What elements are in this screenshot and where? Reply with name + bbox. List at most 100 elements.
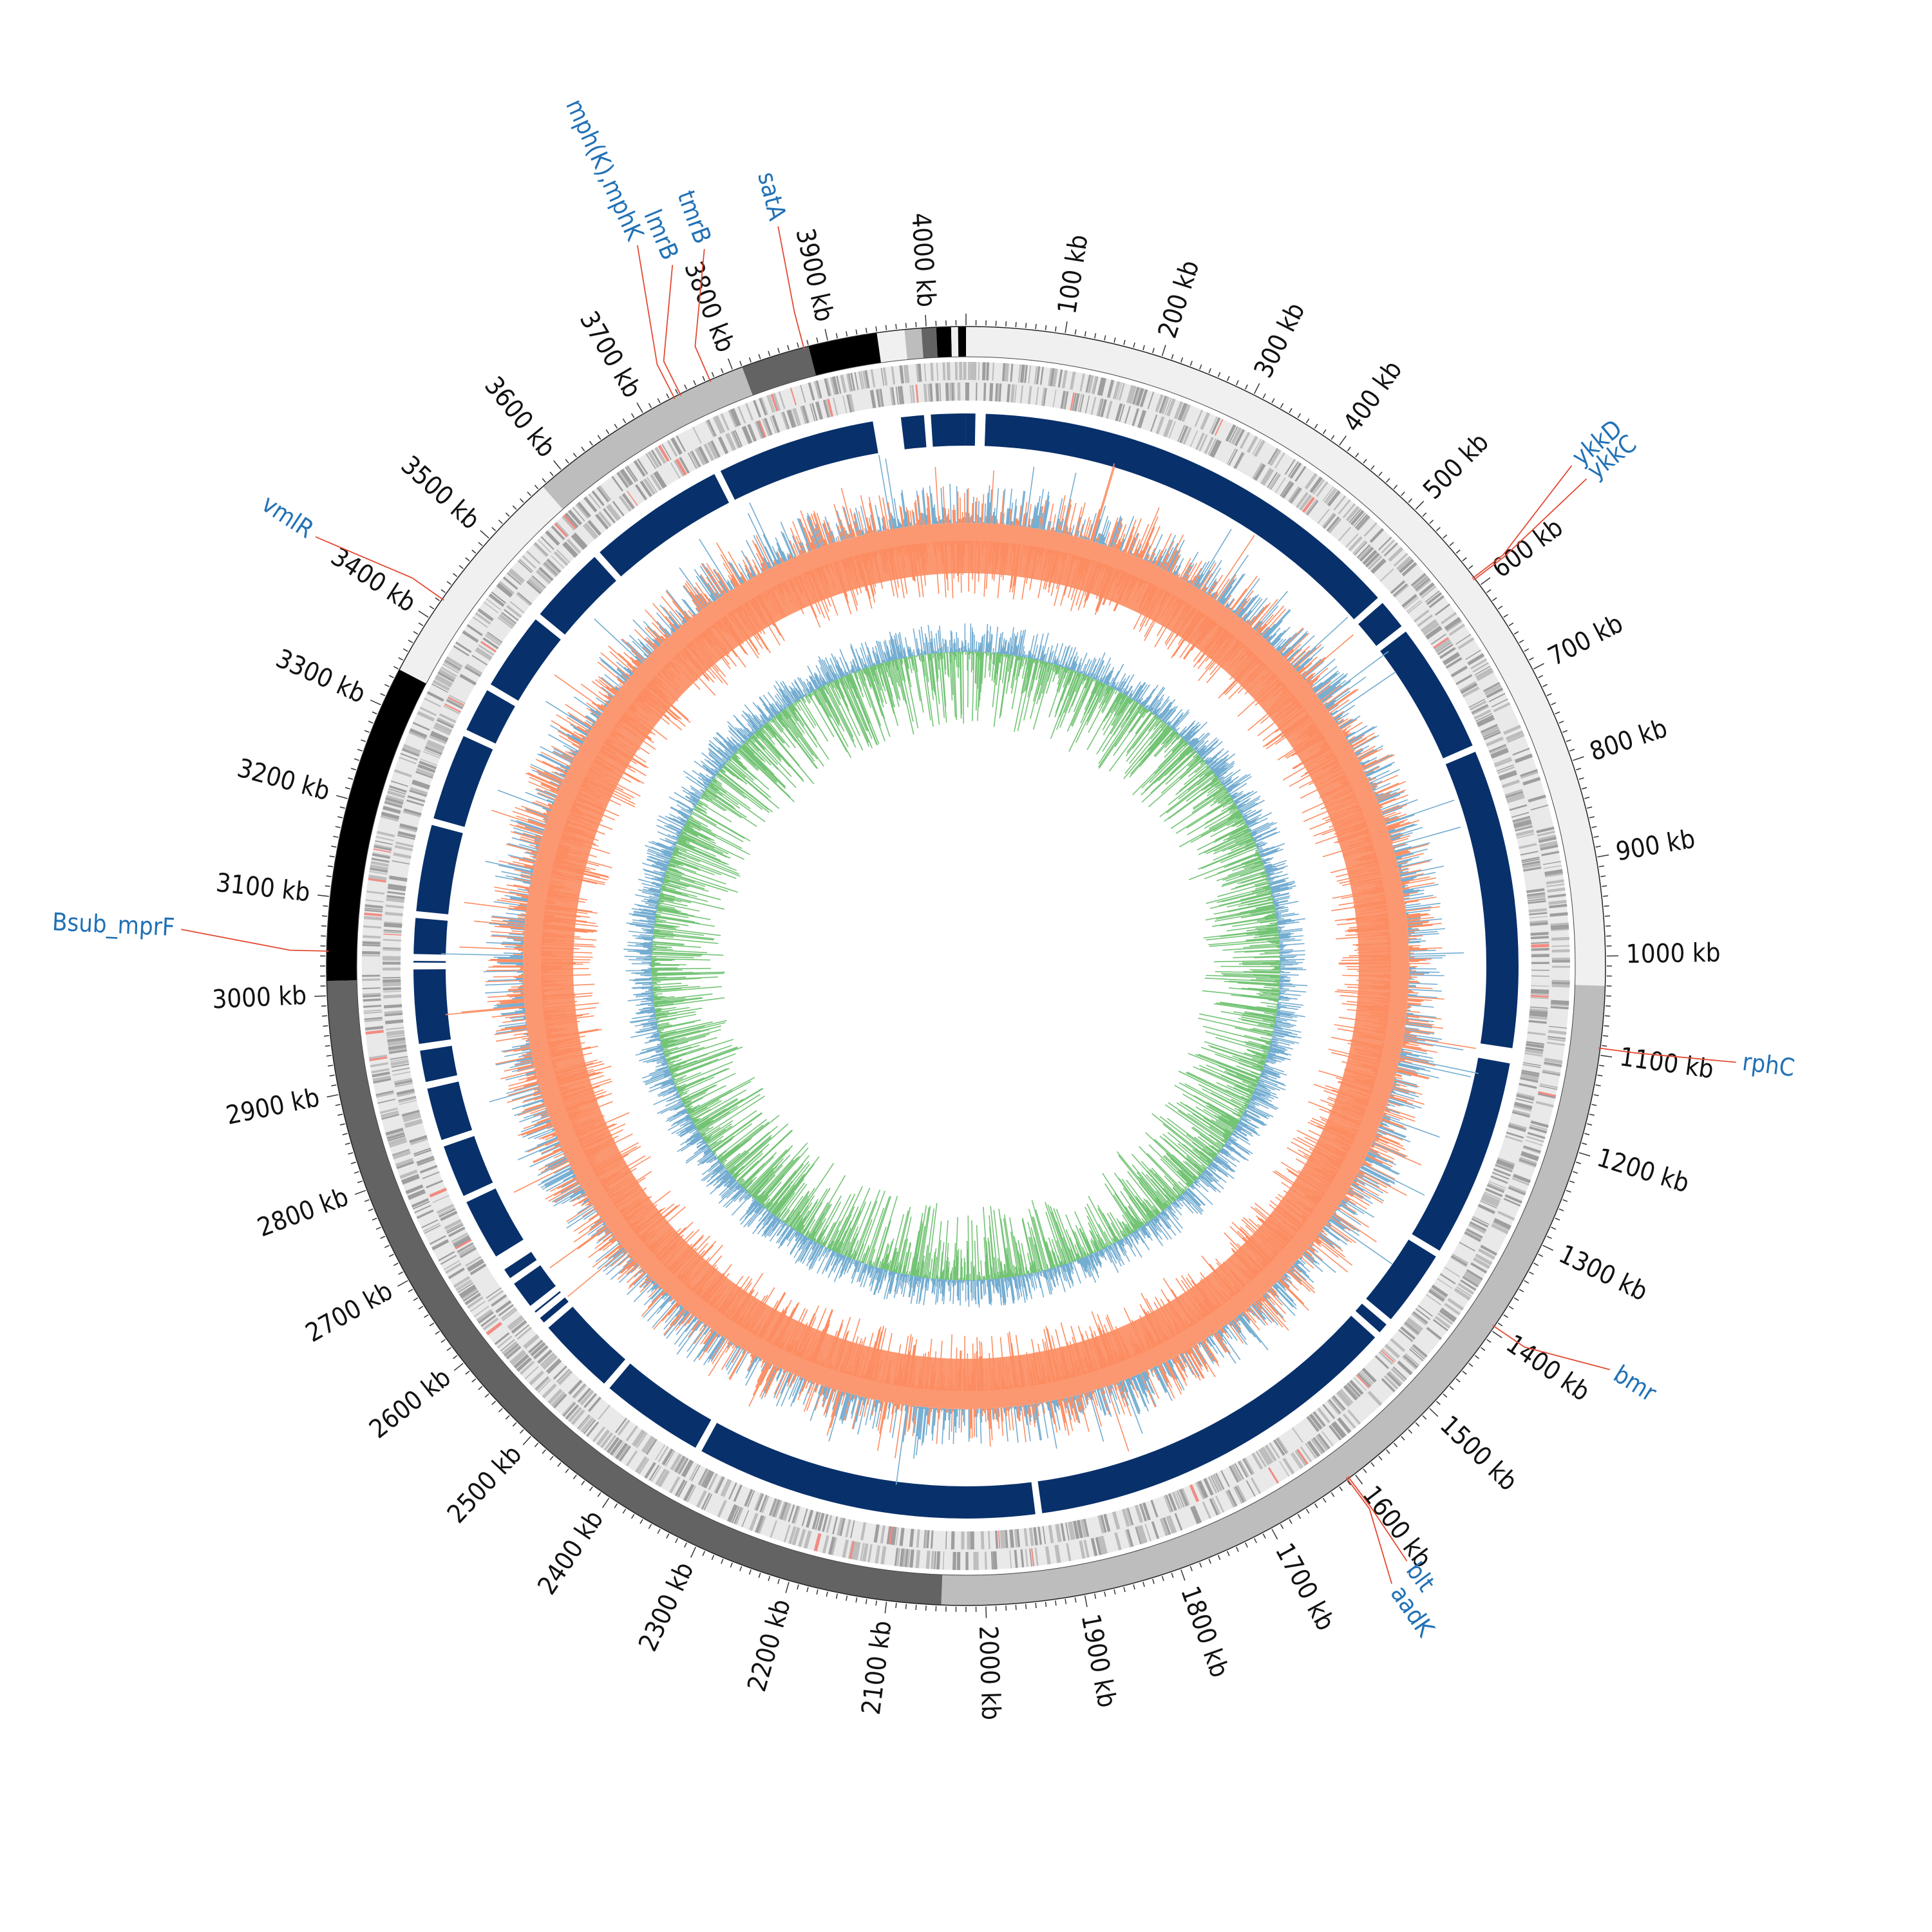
gene-feature — [1544, 1063, 1562, 1068]
gene-feature — [1530, 1006, 1548, 1009]
gene-feature — [442, 663, 459, 674]
gene-feature — [1493, 702, 1511, 713]
gene-feature — [826, 377, 832, 396]
gene-feature — [430, 733, 448, 743]
gene-feature — [811, 402, 818, 421]
gene-feature — [1455, 674, 1473, 685]
contig-segment-6 — [542, 366, 753, 509]
gene-feature — [1289, 462, 1302, 479]
gene-feature — [375, 840, 393, 846]
gene-feature — [714, 415, 726, 433]
gene-feature — [365, 1030, 384, 1035]
gene-feature — [1470, 658, 1488, 670]
gene-feature — [1413, 576, 1428, 589]
gene-feature — [1087, 375, 1094, 393]
gene-feature — [529, 1370, 545, 1386]
gene-feature — [1478, 1250, 1495, 1260]
gene-feature — [537, 1349, 551, 1363]
gene-feature — [683, 1484, 695, 1502]
gene-feature — [401, 1110, 420, 1117]
gene-feature — [661, 1448, 674, 1466]
gene-feature — [1521, 857, 1540, 862]
gene-feature — [897, 386, 902, 405]
gene-feature — [436, 719, 454, 729]
gene-leader-line — [663, 265, 682, 396]
gene-feature — [1139, 410, 1147, 429]
gene-feature — [1541, 851, 1560, 857]
gene-feature — [1099, 377, 1107, 396]
gene-feature — [1530, 936, 1549, 940]
gene-feature — [668, 1476, 681, 1494]
gene-feature — [1380, 1349, 1395, 1363]
tick-label: 3400 kb — [326, 542, 421, 618]
gene-leader-line — [636, 245, 676, 399]
gene-leader-line — [1492, 1325, 1611, 1370]
gene-feature — [1343, 1385, 1358, 1401]
gene-feature — [965, 1551, 969, 1570]
gene-feature — [1305, 1443, 1317, 1459]
gene-feature — [696, 1490, 707, 1508]
gene-feature — [1527, 1132, 1546, 1139]
gene-feature — [587, 520, 601, 536]
gene-feature — [1317, 1433, 1331, 1450]
gene-feature — [730, 431, 741, 449]
gene-feature — [1540, 844, 1558, 851]
gene-feature — [436, 674, 453, 685]
gene-feature — [815, 1512, 821, 1530]
gene-feature — [633, 460, 646, 477]
gene-feature — [1531, 969, 1549, 971]
contig-segment-7 — [742, 346, 817, 395]
gene-feature — [1340, 1388, 1354, 1404]
gene-feature — [915, 1549, 921, 1569]
gene-feature — [1179, 425, 1188, 444]
gene-feature — [1097, 1515, 1105, 1534]
gene-feature — [380, 1110, 399, 1116]
gene-feature — [456, 1280, 473, 1292]
gene-feature — [1495, 1164, 1513, 1173]
gene-feature — [1514, 753, 1533, 762]
gene-feature — [1390, 1368, 1406, 1383]
gene-feature — [1439, 1273, 1456, 1285]
gene-feature — [1475, 1253, 1493, 1265]
gene-feature — [553, 1365, 567, 1380]
gene-feature — [689, 451, 701, 468]
gene-feature — [880, 1546, 887, 1565]
gene-feature — [1519, 1157, 1537, 1165]
gene-feature — [443, 659, 461, 672]
gc-skew-positive — [623, 623, 1308, 1308]
gene-feature — [564, 541, 578, 557]
gene-feature — [1276, 1437, 1289, 1454]
gene-feature — [999, 383, 1002, 402]
gene-feature — [891, 387, 896, 406]
gene-feature — [1192, 1505, 1202, 1524]
gene-feature — [530, 576, 545, 590]
gene-feature — [1126, 1507, 1134, 1526]
gene-feature — [992, 1551, 996, 1570]
gene-feature — [587, 1396, 601, 1412]
gene-label: Bsub_mprF — [52, 907, 175, 942]
gene-feature — [417, 1158, 435, 1166]
gene-feature — [1547, 887, 1566, 893]
gene-feature — [732, 408, 741, 426]
gene-feature — [1519, 1159, 1537, 1167]
gene-feature — [1025, 1549, 1028, 1567]
gene-feature — [510, 1350, 527, 1366]
gene-feature — [1331, 1422, 1345, 1439]
gene-feature — [1150, 1499, 1159, 1518]
gene-feature — [1234, 1463, 1244, 1480]
gene-feature — [899, 365, 904, 384]
gene-feature — [1251, 1452, 1264, 1470]
gene-feature — [837, 1517, 844, 1536]
gene-feature — [1338, 526, 1352, 542]
gene-feature — [968, 362, 971, 381]
alignment-gap — [694, 1417, 719, 1454]
gene-feature — [540, 536, 554, 550]
gene-feature — [1431, 1284, 1448, 1298]
gene-feature — [618, 471, 630, 488]
gene-feature — [383, 947, 401, 949]
gene-feature — [1399, 558, 1415, 574]
gene-feature — [408, 1190, 426, 1200]
gene-feature — [1527, 894, 1546, 900]
gene-feature — [770, 1520, 777, 1539]
alignment-gap — [1441, 744, 1478, 766]
